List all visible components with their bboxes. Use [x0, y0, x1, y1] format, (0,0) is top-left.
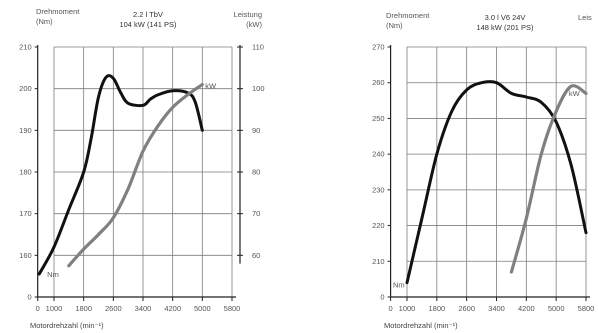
left-axis-header-line2: (Nm) — [36, 17, 53, 26]
x-tick-label: 1000 — [399, 304, 416, 313]
left-axis-header-line1: Drehmoment — [36, 7, 80, 16]
x-tick-label: 3400 — [488, 304, 505, 313]
x-axis-label: Motordrehzahl (min⁻¹) — [384, 321, 458, 330]
x-tick-label: 2600 — [458, 304, 475, 313]
chart-title-line2: 148 kW (201 PS) — [476, 23, 534, 32]
x-tick-label: 4200 — [518, 304, 535, 313]
x-tick-label: 5800 — [578, 304, 595, 313]
y-left-tick-label: 260 — [372, 78, 385, 87]
y-right-tick-label: 60 — [252, 251, 260, 260]
y-left-tick-label: 220 — [372, 221, 385, 230]
x-tick-label: 3400 — [135, 304, 152, 313]
y-left-tick-label: 170 — [19, 209, 32, 218]
right-axis-header-line1: Leistung — [234, 10, 262, 19]
x-tick-label: 5800 — [224, 304, 241, 313]
y-left-tick-label: 190 — [19, 126, 32, 135]
x-tick-label: 4200 — [164, 304, 181, 313]
series-label-nm: Nm — [393, 281, 405, 290]
chart-3-0-l-v6: Drehmoment (Nm) 3.0 l V6 24V 148 kW (201… — [372, 11, 594, 330]
y-left-tick-label: 0 — [28, 293, 32, 302]
x-tick-label: 5000 — [194, 304, 211, 313]
chart-title-line2: 104 kW (141 PS) — [119, 20, 177, 29]
y-left-tick-label: 240 — [372, 150, 385, 159]
y-left-tick-label: 200 — [19, 84, 32, 93]
chart-title-line1: 3.0 l V6 24V — [485, 13, 526, 22]
x-tick-label: 2600 — [105, 304, 122, 313]
right-axis-header-line1: Leis — [578, 13, 592, 22]
y-right-tick-label: 70 — [252, 209, 260, 218]
y-left-tick-label: 230 — [372, 185, 385, 194]
y-left-tick-label: 160 — [19, 251, 32, 260]
left-axis-header-line2: (Nm) — [386, 21, 403, 30]
x-tick-label: 0 — [389, 304, 393, 313]
y-right-tick-label: 100 — [252, 84, 265, 93]
chart-2-2-l-tbv: Drehmoment (Nm) 2.2 l TbV 104 kW (141 PS… — [19, 7, 264, 330]
series-label-kw: kW — [569, 89, 581, 98]
y-left-tick-label: 0 — [380, 293, 384, 302]
right-axis-header-line2: (kW) — [246, 20, 262, 29]
y-left-tick-label: 180 — [19, 168, 32, 177]
y-left-tick-label: 210 — [19, 43, 32, 52]
y-left-tick-label: 270 — [372, 43, 385, 52]
y-right-tick-label: 90 — [252, 126, 260, 135]
y-left-tick-label: 250 — [372, 114, 385, 123]
series-label-kw: kW — [205, 82, 217, 91]
x-tick-label: 0 — [36, 304, 40, 313]
x-axis-label: Motordrehzahl (min⁻¹) — [30, 321, 104, 330]
x-tick-label: 1000 — [46, 304, 63, 313]
y-right-tick-label: 80 — [252, 168, 260, 177]
chart-title-line1: 2.2 l TbV — [133, 10, 163, 19]
x-tick-label: 1800 — [428, 304, 445, 313]
x-tick-label: 5000 — [548, 304, 565, 313]
series-line-nm — [39, 76, 202, 274]
series-label-nm: Nm — [47, 270, 59, 279]
x-tick-label: 1800 — [75, 304, 92, 313]
left-axis-header-line1: Drehmoment — [386, 11, 430, 20]
y-right-tick-label: 110 — [252, 43, 264, 52]
series-line-kw — [69, 85, 203, 266]
y-left-tick-label: 210 — [372, 257, 385, 266]
